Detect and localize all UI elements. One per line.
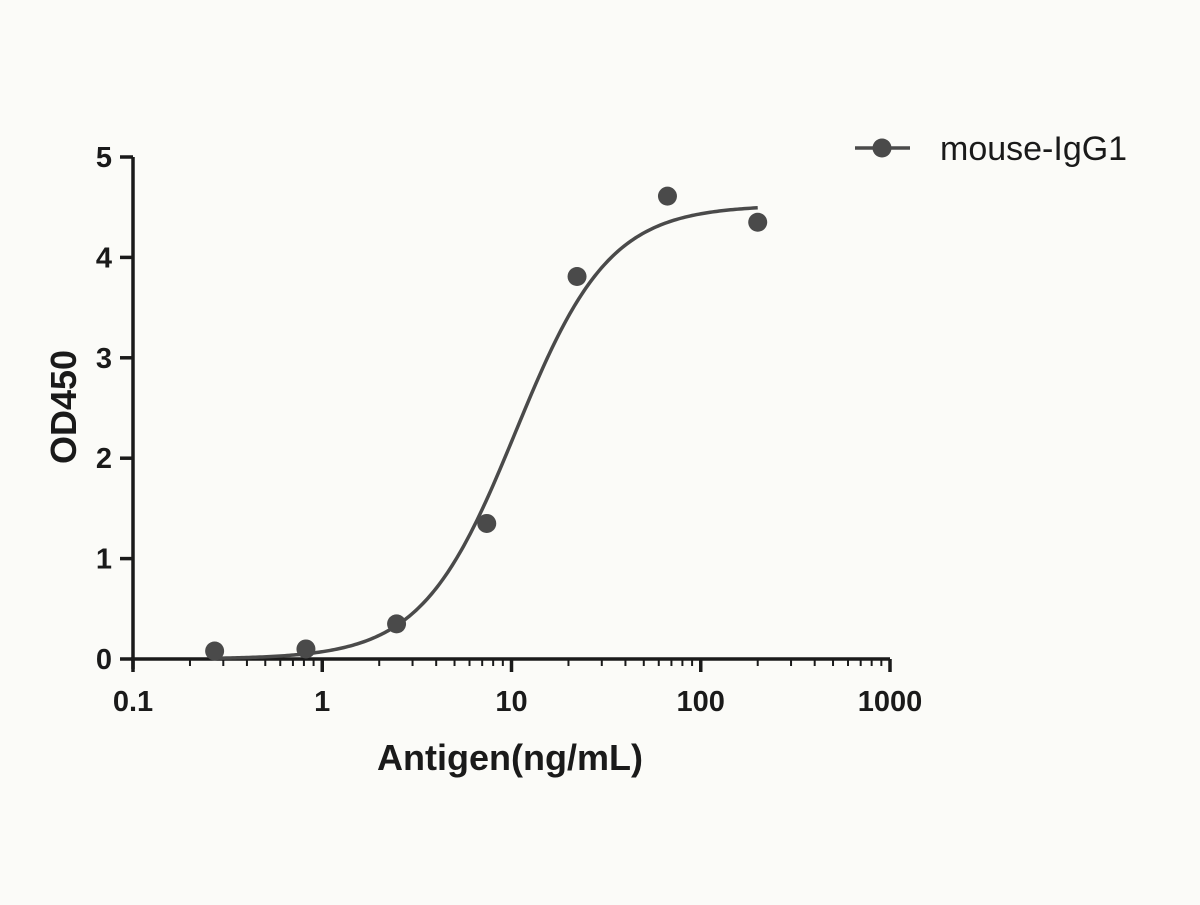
x-tick-label: 10	[495, 686, 527, 718]
x-tick-label: 1	[314, 686, 330, 718]
fit-curve-layer	[214, 206, 758, 660]
data-points-layer	[205, 186, 768, 661]
y-tick-label: 5	[96, 142, 112, 174]
legend-marker	[872, 138, 892, 158]
data-point	[296, 639, 316, 659]
y-tick-label: 3	[96, 343, 112, 375]
y-axis-title: OD450	[43, 350, 84, 464]
legend-label: mouse-IgG1	[940, 130, 1127, 168]
x-tick-label: 100	[677, 686, 725, 718]
x-tick-label: 0.1	[113, 686, 153, 718]
x-tick-label: 1000	[858, 686, 923, 718]
y-tick-label: 2	[96, 443, 112, 475]
data-point	[657, 186, 677, 206]
y-tick-label: 1	[96, 544, 112, 576]
data-point	[477, 513, 497, 533]
data-point	[205, 641, 225, 661]
x-axis-title: Antigen(ng/mL)	[377, 737, 643, 778]
data-point	[387, 614, 407, 634]
axes: 0 1 2 3 4 5 0.1 1 10 100 1000	[96, 142, 922, 718]
legend: mouse-IgG1	[855, 130, 1127, 168]
data-point	[567, 266, 587, 286]
y-tick-label: 0	[96, 644, 112, 676]
data-point	[748, 212, 768, 232]
y-tick-label: 4	[96, 242, 112, 274]
fit-curve-mouse-IgG1	[214, 206, 758, 660]
